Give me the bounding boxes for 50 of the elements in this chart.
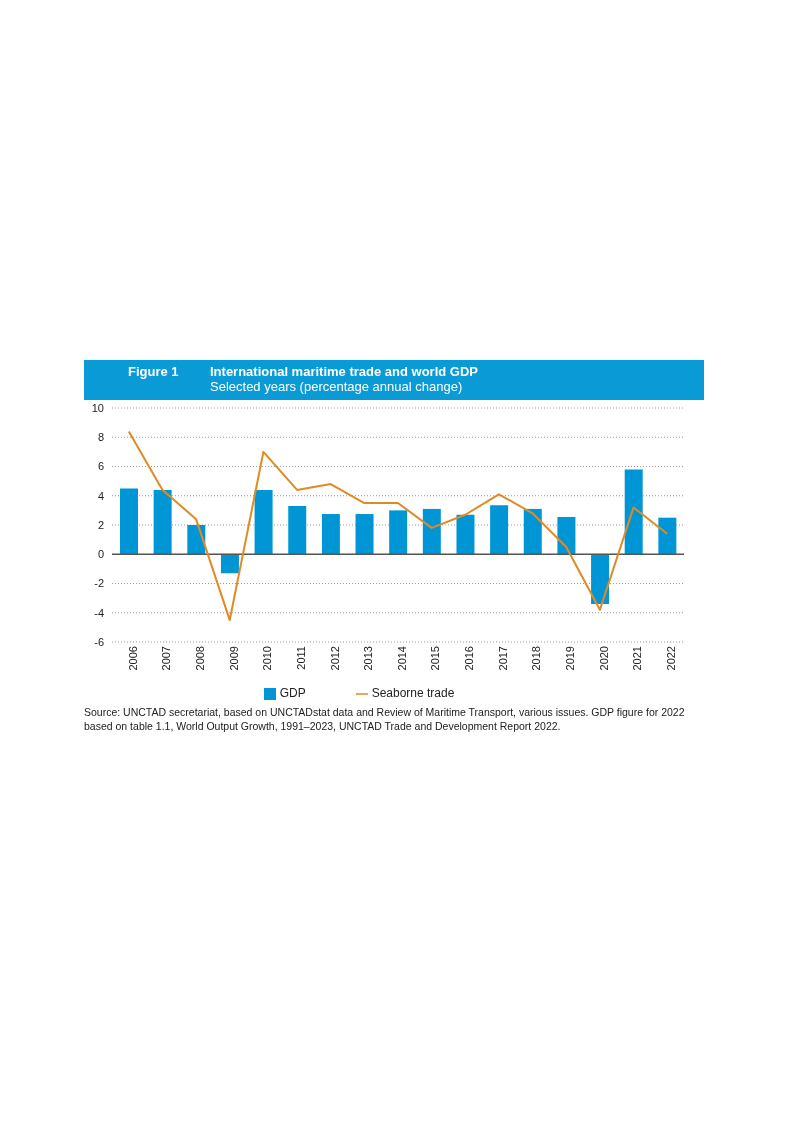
x-tick-label: 2007 — [160, 646, 173, 671]
x-tick-label: 2014 — [395, 646, 408, 671]
y-tick-label: -2 — [94, 577, 104, 590]
bar — [658, 517, 677, 555]
bar — [120, 488, 138, 555]
bar — [523, 508, 542, 555]
bar — [557, 516, 576, 555]
x-tick-label: 2018 — [530, 646, 543, 671]
bar — [153, 489, 172, 555]
bar — [288, 505, 307, 555]
x-tick-label: 2010 — [261, 646, 274, 671]
y-tick-label: -4 — [94, 606, 104, 619]
line-series — [127, 430, 669, 622]
bar — [187, 525, 206, 555]
x-tick-label: 2017 — [496, 646, 509, 671]
chart-title: International maritime trade and world GDP — [210, 364, 478, 379]
bar — [456, 514, 475, 555]
y-tick-label: 0 — [97, 548, 104, 561]
y-tick-label: 4 — [97, 489, 104, 502]
bar — [624, 469, 643, 555]
bar — [355, 514, 374, 555]
bar — [254, 489, 273, 555]
x-tick-label: 2011 — [294, 646, 307, 670]
bar — [591, 554, 610, 604]
y-tick-label: 8 — [97, 431, 104, 444]
x-tick-label: 2016 — [463, 646, 476, 671]
bar — [321, 514, 340, 555]
x-tick-label: 2006 — [126, 646, 139, 671]
caption: Figure 1 — [128, 364, 180, 381]
legend-label: Seaborne trade — [371, 686, 455, 700]
source-note: Source: UNCTAD secretariat, based on UNCTADstat data and Review of Maritime Transport, various issues. GDP figure for 2022 based on table 1.1, World Output Growth, 1991–2023, UNCTAD Trade and Development Report 2022. — [84, 706, 686, 734]
x-tick-label: 2019 — [564, 646, 577, 671]
x-tick-label: 2013 — [362, 646, 375, 671]
bar — [422, 508, 441, 555]
bar — [490, 505, 509, 555]
x-tick-label: 2021 — [631, 646, 644, 671]
x-tick-label: 2015 — [429, 646, 442, 671]
y-tick-label: 10 — [91, 401, 104, 414]
y-tick-label: 2 — [97, 518, 104, 531]
x-tick-label: 2012 — [328, 646, 341, 671]
bar — [389, 510, 408, 555]
bar — [220, 554, 239, 574]
y-tick-label: -6 — [94, 635, 104, 648]
x-tick-label: 2022 — [664, 646, 677, 671]
x-tick-label: 2008 — [193, 646, 206, 671]
y-tick-label: 6 — [97, 460, 104, 473]
x-tick-label: 2020 — [597, 646, 610, 671]
chart-subtitle: Selected years (percentage annual change) — [210, 379, 464, 394]
x-tick-label: 2009 — [227, 646, 240, 671]
legend-label: GDP — [279, 686, 306, 700]
